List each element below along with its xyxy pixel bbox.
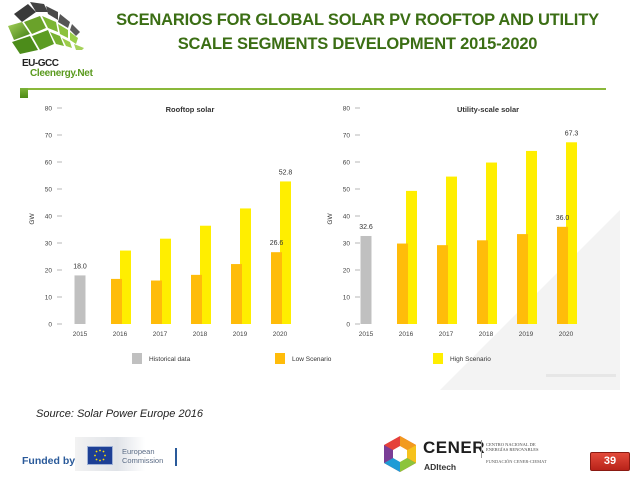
data-label: 52.8: [279, 169, 293, 176]
legend-label: Historical data: [149, 356, 191, 363]
bar-high-scenario: [160, 238, 171, 324]
bar-high-scenario: [406, 190, 417, 324]
european-commission-logo: European Commission: [75, 437, 185, 471]
charts-svg: Rooftop solar GW 0 10 20 30 40 50 60 70 80 2015 2016…: [29, 105, 620, 390]
x-tick-label: 2019: [233, 331, 248, 338]
bar-high-scenario: [526, 150, 537, 324]
bar-high-scenario: [486, 162, 497, 324]
cener-full-name: CENTRO NACIONAL DE ENERGÍAS RENOVABLES: [486, 442, 539, 452]
legend-label: Low Scenario: [292, 356, 332, 363]
bar-low-scenario: [397, 243, 408, 324]
bar-high-scenario: [200, 225, 211, 324]
title-divider: [26, 88, 606, 90]
bar-low-scenario: [151, 280, 162, 324]
logo-text-eugcc: EU-GCC: [22, 58, 59, 69]
bar-low-scenario: [111, 278, 122, 324]
x-tick-label: 2018: [479, 331, 494, 338]
y-tick-label: 50: [343, 187, 351, 194]
bar-low-scenario: [517, 234, 528, 324]
y-tick-label: 30: [343, 241, 351, 248]
rooftop-solar-chart: Rooftop solar GW 0 10 20 30 40 50 60 70 80 2015 2016…: [29, 105, 292, 338]
chart-legend: Historical data Low Scenario High Scenario: [132, 353, 491, 364]
legend-swatch: [275, 353, 285, 364]
legend-swatch: [132, 353, 142, 364]
y-tick-label: 10: [343, 295, 351, 302]
eu-flag-icon: [87, 446, 113, 465]
page-number-badge: 39: [590, 452, 630, 471]
bar-high-scenario: [446, 176, 457, 324]
y-tick-label: 70: [45, 133, 53, 140]
y-tick-label: 20: [343, 268, 351, 275]
data-label: 26.6: [270, 240, 284, 247]
bar-low-scenario: [557, 226, 568, 324]
ec-divider: [175, 448, 177, 466]
bar-low-scenario: [271, 252, 282, 324]
y-tick-label: 80: [343, 106, 351, 113]
x-tick-label: 2017: [439, 331, 454, 338]
legend-swatch: [433, 353, 443, 364]
y-tick-label: 60: [45, 160, 53, 167]
cener-foundation: FUNDACIÓN CENER-CIEMAT: [486, 459, 547, 464]
data-label: 36.0: [556, 215, 570, 222]
cener-hexagon-icon: [384, 436, 416, 472]
data-label: 18.0: [73, 263, 87, 270]
utility-scale-solar-chart: Utility-scale solar GW 0 10 20 30 40 50 60 70 80 20…: [327, 105, 578, 338]
x-tick-label: 2019: [519, 331, 534, 338]
cener-name: CENER: [423, 438, 486, 457]
page-title: SCENARIOS FOR GLOBAL SOLAR PV ROOFTOP AN…: [116, 11, 599, 53]
aditech-label: ADItech: [424, 462, 457, 472]
copyright-watermark: [546, 374, 616, 377]
x-tick-label: 2017: [153, 331, 168, 338]
x-tick-label: 2016: [399, 331, 414, 338]
y-axis-label: GW: [327, 213, 334, 225]
x-tick-label: 2020: [273, 331, 288, 338]
bar-low-scenario: [477, 240, 488, 324]
chart-title: Rooftop solar: [166, 105, 215, 114]
cener-full-line2: ENERGÍAS RENOVABLES: [486, 447, 539, 452]
x-tick-label: 2016: [113, 331, 128, 338]
cener-logo: CENER ADItech CENTRO NACIONAL DE ENERGÍA…: [380, 432, 600, 477]
y-tick-label: 20: [45, 268, 53, 275]
y-axis-label: GW: [29, 213, 36, 225]
bar-historical: [74, 275, 86, 324]
x-tick-label: 2015: [73, 331, 88, 338]
charts-container: Rooftop solar GW 0 10 20 30 40 50 60 70 80 2015 2016…: [20, 90, 620, 400]
cener-full-line1: CENTRO NACIONAL DE: [486, 442, 536, 447]
y-tick-label: 50: [45, 187, 53, 194]
legend-label: High Scenario: [450, 356, 491, 363]
y-tick-label: 10: [45, 295, 53, 302]
y-tick-label: 0: [346, 322, 350, 329]
y-tick-label: 70: [343, 133, 351, 140]
funded-by-label: Funded by: [22, 455, 76, 467]
ec-text: European Commission: [122, 447, 163, 465]
bar-high-scenario: [280, 181, 291, 324]
data-label: 67.3: [565, 130, 579, 137]
source-citation: Source: Solar Power Europe 2016: [36, 408, 203, 420]
chart-title: Utility-scale solar: [457, 105, 519, 114]
x-tick-label: 2020: [559, 331, 574, 338]
logo-text-cleenergy: Cleenergy.Net: [30, 68, 93, 79]
y-tick-label: 80: [45, 106, 53, 113]
bar-historical: [360, 235, 372, 324]
y-tick-label: 40: [45, 214, 53, 221]
eu-gcc-logo: EU-GCC Cleenergy.Net: [0, 0, 115, 82]
bar-high-scenario: [566, 142, 577, 324]
x-tick-label: 2018: [193, 331, 208, 338]
bar-low-scenario: [437, 245, 448, 324]
ec-line2: Commission: [122, 456, 164, 465]
solar-panel-logo-icon: [8, 2, 84, 54]
bar-high-scenario: [120, 250, 131, 324]
data-label: 32.6: [359, 224, 373, 231]
bar-low-scenario: [231, 264, 242, 324]
x-tick-label: 2015: [359, 331, 374, 338]
ec-line1: European: [122, 447, 155, 456]
y-tick-label: 60: [343, 160, 351, 167]
bar-high-scenario: [240, 208, 251, 324]
y-tick-label: 30: [45, 241, 53, 248]
y-tick-label: 40: [343, 214, 351, 221]
bar-low-scenario: [191, 274, 202, 324]
cener-divider: [481, 440, 482, 458]
y-tick-label: 0: [48, 322, 52, 329]
divider-accent: [20, 88, 28, 98]
